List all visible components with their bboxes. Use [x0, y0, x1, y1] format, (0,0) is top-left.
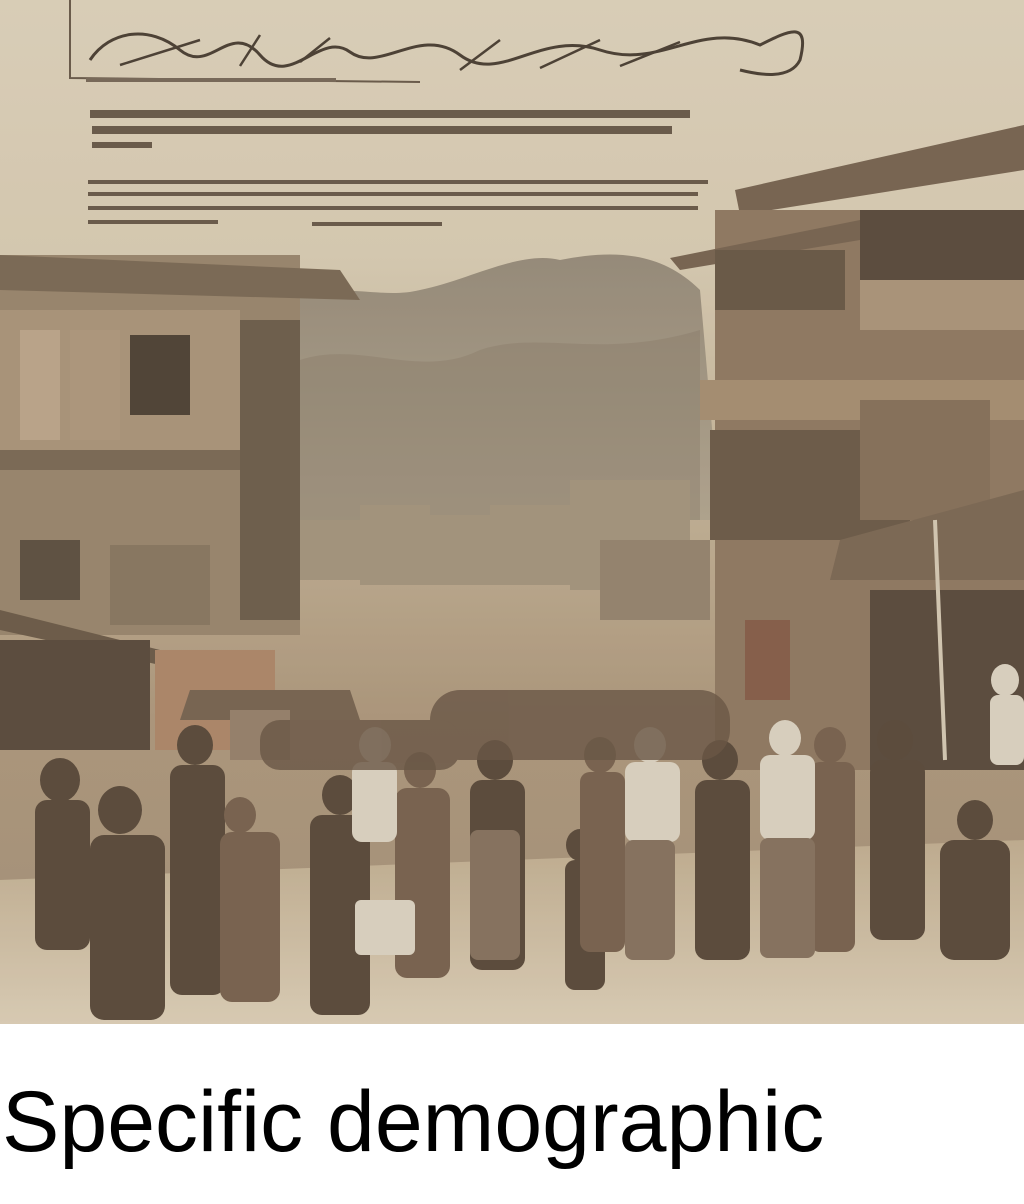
- street-crowd: [35, 664, 1024, 1020]
- image-caption: Specific demographic: [2, 1074, 825, 1170]
- mountain-range: [290, 254, 720, 520]
- left-building: [0, 255, 360, 635]
- vintage-street-photo: [0, 0, 1024, 1024]
- photo-illustration: [0, 0, 1024, 1024]
- distant-buildings: [300, 480, 710, 620]
- scrawled-header-text: [69, 0, 805, 226]
- market-stalls: [0, 610, 360, 760]
